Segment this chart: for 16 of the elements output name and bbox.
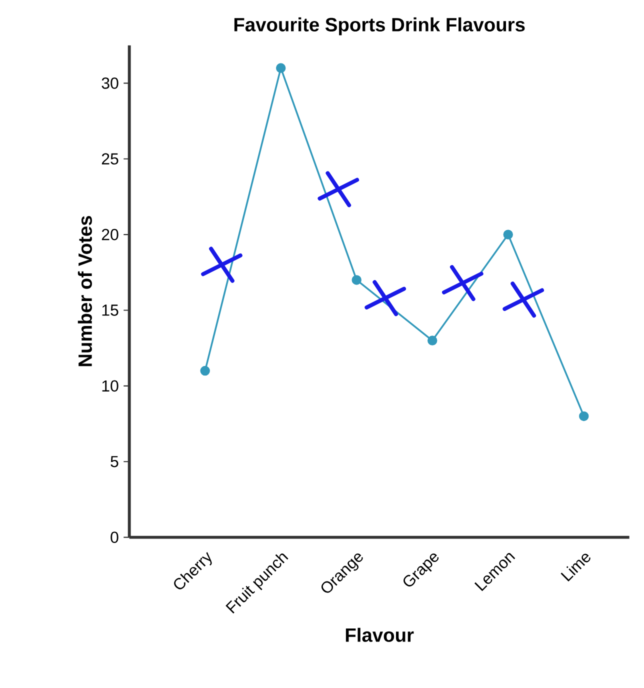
y-tick-label: 0 (110, 532, 118, 543)
point (352, 275, 362, 285)
point (579, 411, 589, 422)
point (276, 63, 286, 73)
chart-title: Favourite Sports Drink Flavours (234, 17, 525, 36)
y-tick-label: 15 (102, 304, 118, 316)
point (200, 366, 210, 376)
x-axis-title: Flavour (346, 628, 414, 642)
y-tick-label: 10 (102, 380, 118, 392)
point (503, 230, 513, 240)
y-tick-label: 25 (102, 153, 118, 165)
point (427, 336, 438, 346)
y-tick-label: 20 (102, 228, 118, 240)
y-axis-title: Number of Votes (78, 216, 92, 366)
y-tick-label: 30 (102, 78, 118, 89)
y-tick-label: 5 (110, 456, 118, 468)
